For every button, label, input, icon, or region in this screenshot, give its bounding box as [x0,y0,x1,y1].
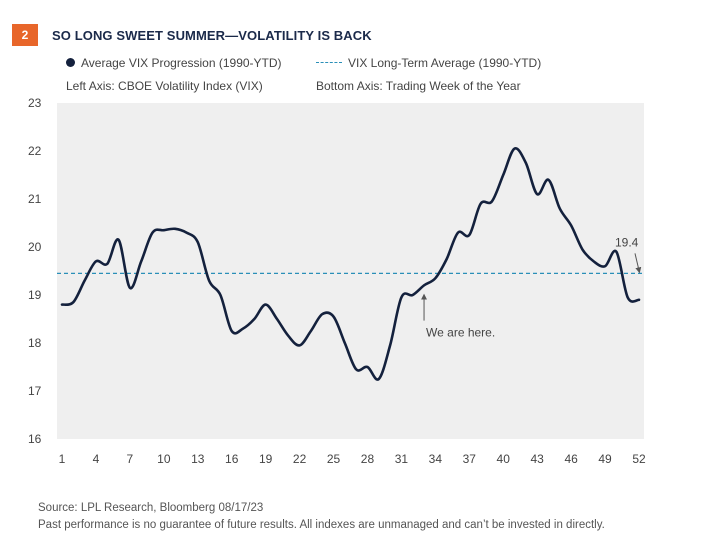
x-tick-label: 52 [632,452,646,466]
x-tick-label: 46 [564,452,578,466]
x-tick-label: 1 [59,452,66,466]
legend-average: VIX Long-Term Average (1990-YTD) [316,56,541,70]
figure-number-badge: 2 [12,24,38,46]
x-tick-label: 7 [127,452,134,466]
x-tick-label: 13 [191,452,205,466]
x-tick-label: 31 [395,452,409,466]
x-tick-label: 43 [530,452,544,466]
y-tick-label: 22 [28,144,42,158]
y-tick-label: 20 [28,240,42,254]
y-tick-label: 23 [28,96,42,110]
x-tick-label: 16 [225,452,239,466]
x-axis-ticks: 1 4 7 10 13 16 19 22 25 28 31 34 37 40 43 46 49 52 [59,452,646,466]
latest-value-arrow [634,253,642,274]
x-tick-label: 28 [361,452,375,466]
disclaimer-note: Past performance is no guarantee of futu… [38,519,605,531]
legend-series: Average VIX Progression (1990-YTD) [66,56,282,70]
source-note: Source: LPL Research, Bloomberg 08/17/23 [38,502,264,514]
chart-title: SO LONG SWEET SUMMER—VOLATILITY IS BACK [52,27,372,43]
x-tick-label: 19 [259,452,273,466]
x-tick-label: 10 [157,452,171,466]
bottom-axis-note: Bottom Axis: Trading Week of the Year [316,79,521,93]
y-tick-label: 19 [28,288,42,302]
legend-dash-icon [316,62,342,63]
y-tick-label: 18 [28,336,42,350]
y-axis-ticks: 16 17 18 19 20 21 22 23 [28,96,42,446]
latest-value-annotation: 19.4 [615,235,639,249]
left-axis-note: Left Axis: CBOE Volatility Index (VIX) [66,79,263,93]
x-tick-label: 34 [429,452,443,466]
y-tick-label: 16 [28,432,42,446]
chart-header: 2 SO LONG SWEET SUMMER—VOLATILITY IS BAC… [12,24,372,46]
plot-area [57,103,644,439]
x-tick-label: 40 [497,452,511,466]
legend-dot-icon [66,58,75,67]
legend-series-label: Average VIX Progression (1990-YTD) [81,56,282,70]
x-tick-label: 4 [93,452,100,466]
x-tick-label: 22 [293,452,307,466]
x-tick-label: 37 [463,452,477,466]
y-tick-label: 17 [28,384,42,398]
y-tick-label: 21 [28,192,42,206]
series-line-average-vix [60,147,641,381]
legend-average-label: VIX Long-Term Average (1990-YTD) [348,56,542,70]
x-tick-label: 25 [327,452,341,466]
x-tick-label: 49 [598,452,612,466]
we-are-here-annotation: We are here. [426,326,495,340]
